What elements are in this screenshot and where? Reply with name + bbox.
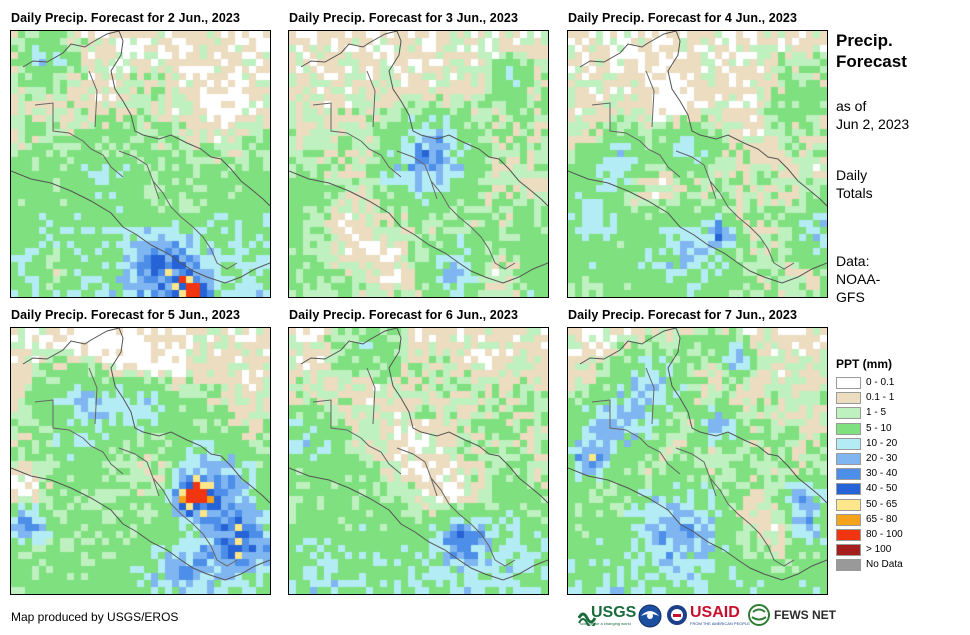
legend-swatch <box>836 437 861 450</box>
data-label: Data: <box>836 253 870 269</box>
credit-text: Map produced by USGS/EROS <box>11 610 179 624</box>
precip-raster <box>568 31 827 297</box>
usaid-tagline: FROM THE AMERICAN PEOPLE <box>690 621 750 626</box>
legend-label: 80 - 100 <box>866 529 903 540</box>
legend-label: 50 - 65 <box>866 498 898 510</box>
coastline <box>289 328 548 581</box>
daily-label: Daily <box>836 167 868 183</box>
coastline <box>568 31 827 284</box>
fewsnet-globe-icon <box>748 604 770 626</box>
forecast-map <box>567 30 828 298</box>
side-title-line2: Forecast <box>836 52 907 71</box>
data-source-text: Data: NOAA- GFS <box>836 252 880 306</box>
legend-swatch <box>836 483 861 496</box>
legend-label: 65 - 80 <box>866 513 898 525</box>
totals-label: Totals <box>836 185 873 201</box>
forecast-map <box>288 30 549 298</box>
panel-title: Daily Precip. Forecast for 2 Jun., 2023 <box>11 11 240 25</box>
panel-title: Daily Precip. Forecast for 6 Jun., 2023 <box>289 308 518 322</box>
legend-swatch <box>836 407 861 420</box>
data-source-line1: NOAA- <box>836 271 881 287</box>
legend-label: 0.1 - 1 <box>866 392 895 404</box>
country-borders <box>289 328 548 581</box>
data-source-line2: GFS <box>836 289 865 305</box>
forecast-map <box>10 30 271 298</box>
legend-swatch <box>836 544 861 557</box>
country-borders <box>289 31 548 284</box>
coastline <box>11 31 270 284</box>
legend-label: No Data <box>866 559 903 571</box>
legend-label: 10 - 20 <box>866 437 898 449</box>
legend-label: 0 - 0.1 <box>866 377 895 388</box>
legend-label: 5 - 10 <box>866 422 892 434</box>
legend-swatch <box>836 513 861 526</box>
precip-raster <box>568 328 827 594</box>
as-of-text: as of Jun 2, 2023 <box>836 97 909 133</box>
usgs-tagline: science for a changing world <box>580 621 631 626</box>
legend-swatch <box>836 422 861 435</box>
daily-totals-text: Daily Totals <box>836 166 873 202</box>
national-border <box>591 70 795 270</box>
precip-raster <box>11 328 270 594</box>
national-border <box>312 70 516 270</box>
national-border <box>591 367 795 567</box>
usaid-wordmark: USAID <box>690 604 740 621</box>
coastline <box>289 31 548 284</box>
legend-swatch <box>836 468 861 481</box>
legend-swatch <box>836 529 861 541</box>
country-borders <box>568 328 827 581</box>
legend-title: PPT (mm) <box>836 357 893 371</box>
fewsnet-logo: FEWS NET <box>748 604 836 631</box>
country-borders <box>568 31 827 284</box>
coastline <box>11 328 270 581</box>
legend-label: > 100 <box>866 544 892 556</box>
legend-label: 20 - 30 <box>866 453 898 464</box>
forecast-map <box>288 327 549 595</box>
legend-label: 30 - 40 <box>866 468 898 480</box>
legend-swatch <box>836 453 861 465</box>
legend-swatch <box>836 392 861 405</box>
forecast-map <box>10 327 271 595</box>
panel-title: Daily Precip. Forecast for 3 Jun., 2023 <box>289 11 518 25</box>
usaid-logo: USAID FROM THE AMERICAN PEOPLE <box>666 604 750 631</box>
as-of-label: as of <box>836 98 867 114</box>
precip-raster <box>289 31 548 297</box>
noaa-seal-icon <box>638 604 662 628</box>
usgs-logo: USGS science for a changing world <box>577 604 636 631</box>
coastline <box>568 328 827 581</box>
legend-swatch <box>836 377 861 389</box>
panel-title: Daily Precip. Forecast for 7 Jun., 2023 <box>568 308 797 322</box>
national-border <box>34 70 238 270</box>
forecast-map <box>567 327 828 595</box>
national-border <box>312 367 516 567</box>
legend-swatch <box>836 498 861 511</box>
fewsnet-wordmark: FEWS NET <box>774 608 836 622</box>
precip-raster <box>289 328 548 594</box>
national-border <box>34 367 238 567</box>
legend-label: 1 - 5 <box>866 407 887 419</box>
usaid-seal-icon <box>667 605 687 625</box>
country-borders <box>11 31 270 284</box>
legend-swatch <box>836 559 861 572</box>
panel-title: Daily Precip. Forecast for 5 Jun., 2023 <box>11 308 240 322</box>
side-title: Precip. Forecast <box>836 30 907 72</box>
legend-label: 40 - 50 <box>866 483 898 495</box>
country-borders <box>11 328 270 581</box>
as-of-date: Jun 2, 2023 <box>836 116 910 132</box>
usgs-wordmark: USGS <box>591 604 637 621</box>
noaa-logo <box>638 604 662 633</box>
precip-raster <box>11 31 270 297</box>
side-title-line1: Precip. <box>836 31 893 50</box>
panel-title: Daily Precip. Forecast for 4 Jun., 2023 <box>568 11 797 25</box>
